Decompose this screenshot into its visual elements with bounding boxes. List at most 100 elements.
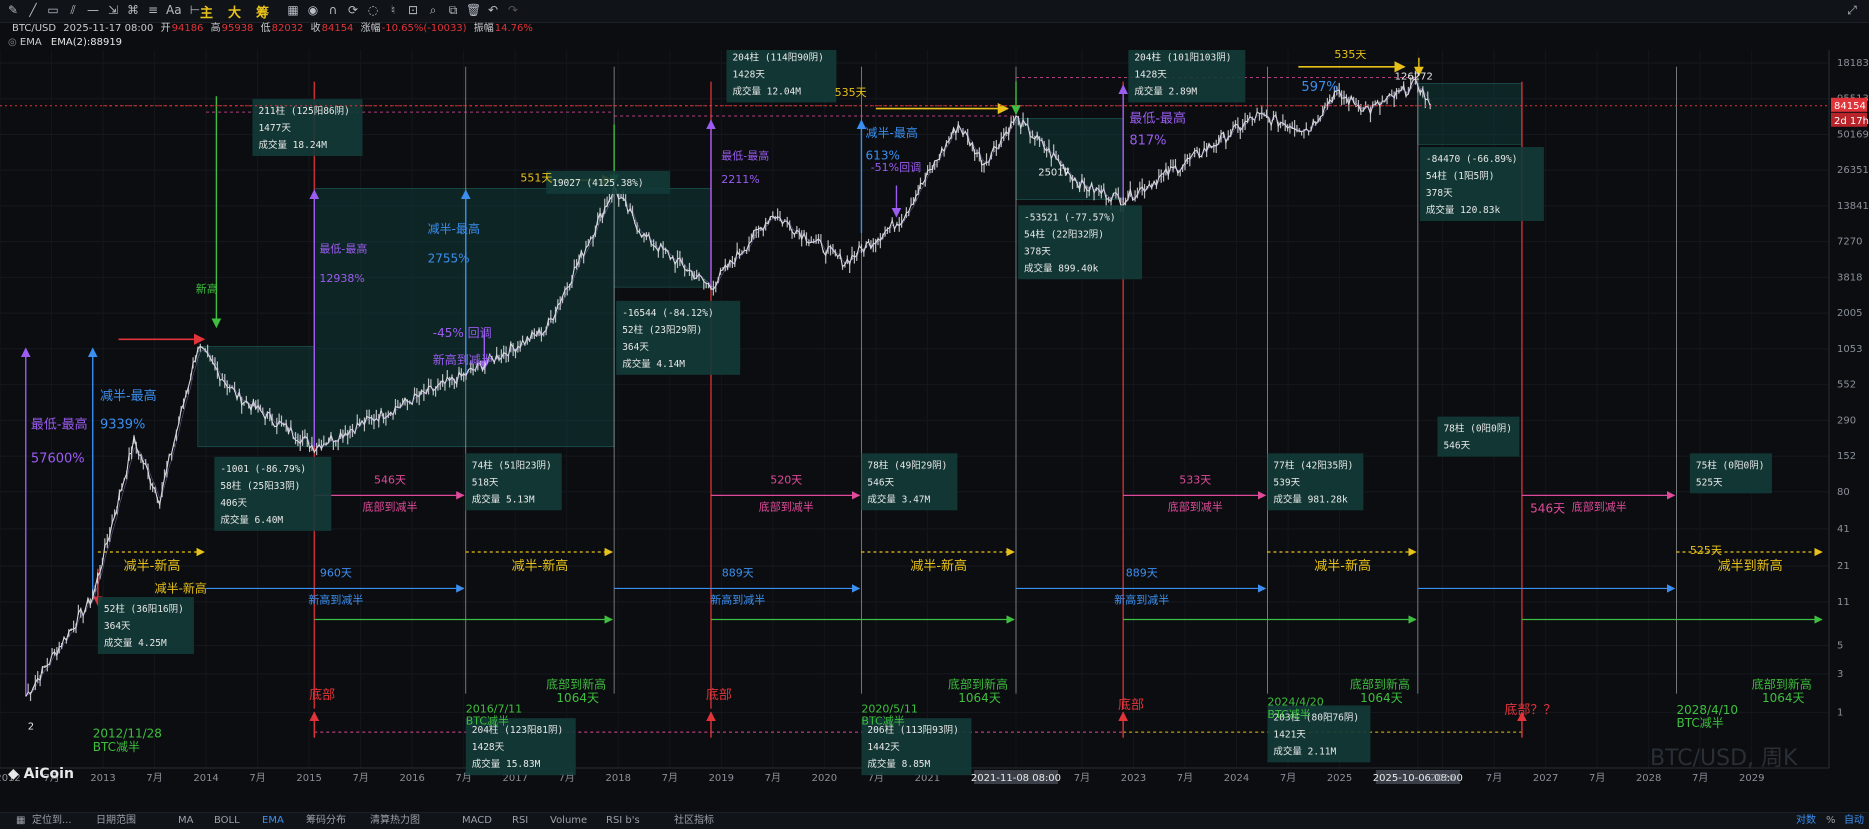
info-box-line: 54柱 (1阳5阴) <box>1426 170 1495 182</box>
indicator-community[interactable]: 社区指标 <box>674 815 714 826</box>
ruler-icon[interactable]: ⊢ <box>189 3 201 17</box>
cycle-days-label: 520天 <box>770 473 802 486</box>
indicator-chip[interactable]: 筹码分布 <box>306 815 346 826</box>
x-tick-label: 7月 <box>249 772 265 784</box>
ema-name[interactable]: EMA <box>19 37 42 48</box>
indicator-volume[interactable]: Volume <box>550 815 588 826</box>
info-box-line: 204柱 (101阳103阴) <box>1134 51 1231 63</box>
info-box-line: 成交量 120.83k <box>1426 204 1501 216</box>
info-box-line: 54柱 (22阳32阴) <box>1024 228 1104 240</box>
price-point-label: 126272 <box>1395 72 1433 83</box>
info-box-line: 364天 <box>622 342 649 353</box>
channel-icon[interactable]: ⫽ <box>70 3 76 17</box>
info-box-line: 378天 <box>1024 246 1051 257</box>
bottom-bar: ▦ 定位到... 日期范围 MA BOLL EMA 筹码分布 清算热力图 MAC… <box>0 812 1869 829</box>
chip-button[interactable]: 筹 <box>256 6 270 21</box>
x-tick-label: 2024 <box>1224 773 1249 784</box>
y-tick-label: 11 <box>1837 597 1850 608</box>
y-tick-label: 181839 <box>1837 58 1869 69</box>
ema-toggle-icon[interactable]: ◎ <box>8 37 17 48</box>
y-tick-label: 13841 <box>1837 201 1869 212</box>
pattern-icon[interactable]: ⌘ <box>127 3 139 17</box>
chart-annotation: 新高 <box>196 282 218 296</box>
indicator-boll[interactable]: BOLL <box>214 815 240 826</box>
grid-icon[interactable]: ▦ <box>287 3 299 17</box>
measure-box <box>1015 118 1124 200</box>
chart-annotation: 817% <box>1129 133 1166 148</box>
calendar-icon[interactable]: ▦ <box>16 815 26 826</box>
info-box-line: 546天 <box>1443 441 1470 452</box>
indicator-ma[interactable]: MA <box>178 815 194 826</box>
chart-annotation: 底部到新高 <box>948 677 1008 692</box>
ema-series-line <box>25 81 1431 697</box>
redo-icon[interactable]: ↷ <box>507 3 519 17</box>
x-tick-label: 2026 <box>1430 773 1455 784</box>
chart-annotation: 最低-最高 <box>721 148 769 162</box>
indicator-heatmap[interactable]: 清算热力图 <box>370 815 420 826</box>
fib-icon[interactable]: ≡ <box>147 3 159 17</box>
info-box <box>861 453 958 511</box>
info-box-line: 1428天 <box>1134 69 1167 80</box>
chart-annotation: 546天 <box>1530 502 1565 516</box>
info-box-line: 1442天 <box>867 742 900 753</box>
chart-annotation: 2028/4/10 <box>1676 703 1738 717</box>
indicator-ema[interactable]: EMA <box>262 815 284 826</box>
ohlc-legend: BTC/USD 2025-11-17 08:00 开94186 高95938 低… <box>12 22 537 36</box>
amp-value: 14.76% <box>494 23 533 34</box>
date-range-button[interactable]: 日期范围 <box>96 815 136 826</box>
info-box <box>97 596 194 654</box>
chart-canvas[interactable]: 1818399551350169263511384172703818200510… <box>0 50 1869 795</box>
info-box <box>546 170 671 194</box>
text-icon[interactable]: Aa <box>166 3 182 17</box>
rectangle-icon[interactable]: ▭ <box>47 3 59 17</box>
price-point-label: 2 <box>28 722 34 733</box>
big-button[interactable]: 大 <box>228 6 242 21</box>
x-tick-label: 2017 <box>502 773 527 784</box>
chart-annotation: 最低-最高 <box>319 241 367 255</box>
percent-toggle[interactable]: % <box>1826 815 1836 826</box>
pen-icon[interactable]: ✎ <box>7 3 19 17</box>
line-icon[interactable]: ╱ <box>29 3 37 17</box>
link-icon[interactable]: ⌕ <box>429 3 437 17</box>
lock-icon[interactable]: ⊡ <box>407 3 419 17</box>
chart-annotation: 1064天 <box>1762 691 1805 705</box>
price-chart[interactable]: 1818399551350169263511384172703818200510… <box>0 50 1869 795</box>
info-box-line: -16544 (-84.12%) <box>622 308 714 319</box>
main-button[interactable]: 主 <box>200 6 214 21</box>
chart-annotation: 2020/5/11 <box>861 702 917 715</box>
eye-icon[interactable]: ◉ <box>307 3 319 17</box>
info-box-line: 74柱 (51阳23阴) <box>472 459 552 471</box>
cycle-phase-label: 底部到减半 <box>363 499 418 513</box>
x-tick-label: 2016 <box>399 773 424 784</box>
goto-button[interactable]: 定位到... <box>32 815 72 826</box>
horizontal-line-icon[interactable]: — <box>87 3 99 17</box>
auto-toggle[interactable]: 自动 <box>1844 815 1864 826</box>
info-box-line: 成交量 18.24M <box>258 139 327 151</box>
undo-icon[interactable]: ↶ <box>487 3 499 17</box>
info-box <box>726 50 837 103</box>
change-caption: 涨幅 <box>360 23 381 34</box>
hide-icon[interactable]: ◌ <box>367 3 379 17</box>
indicator-macd[interactable]: MACD <box>462 815 492 826</box>
open-caption: 开 <box>160 23 171 34</box>
sync-icon[interactable]: ⟳ <box>347 3 359 17</box>
measure-box <box>1417 83 1523 145</box>
x-tick-label: 2019 <box>709 773 734 784</box>
info-box <box>465 718 576 776</box>
chart-annotation: 1064天 <box>556 691 599 705</box>
indicator-rsi[interactable]: RSI <box>512 815 529 826</box>
magnet-icon[interactable]: ∩ <box>328 3 338 17</box>
delete-icon[interactable]: 🗑 <box>466 3 482 17</box>
layers-icon[interactable]: ⧉ <box>448 3 458 17</box>
info-box-line: 77柱 (42阳35阴) <box>1273 459 1353 471</box>
info-box-line: 1428天 <box>732 69 765 80</box>
log-scale-toggle[interactable]: 对数 <box>1796 815 1816 826</box>
chart-annotation: BTC减半 <box>93 740 140 754</box>
measure-icon[interactable]: ⇲ <box>107 3 119 17</box>
indicator-rsi-bs[interactable]: RSI b's <box>606 815 640 826</box>
fullscreen-icon[interactable]: ⤢ <box>1847 3 1857 17</box>
info-box-line: 成交量 5.13M <box>472 493 535 505</box>
bell-icon[interactable]: ♮ <box>390 3 396 17</box>
x-tick-highlight <box>973 770 1058 784</box>
info-box <box>214 456 332 531</box>
